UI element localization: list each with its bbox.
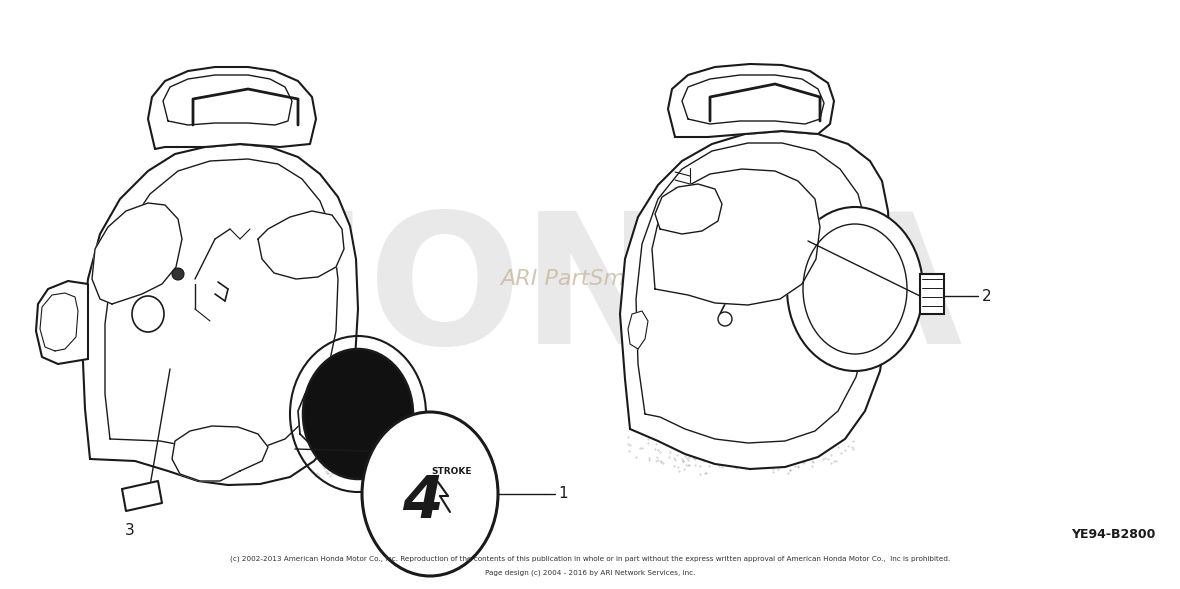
Text: 1: 1 xyxy=(558,487,568,501)
Polygon shape xyxy=(92,203,182,304)
Polygon shape xyxy=(37,281,88,364)
Text: YE94-B2800: YE94-B2800 xyxy=(1070,528,1155,541)
Polygon shape xyxy=(653,169,820,305)
Ellipse shape xyxy=(787,207,923,371)
Ellipse shape xyxy=(132,296,164,332)
Polygon shape xyxy=(299,376,388,451)
Text: 2: 2 xyxy=(982,289,991,303)
Polygon shape xyxy=(40,293,78,351)
Polygon shape xyxy=(668,64,834,137)
Ellipse shape xyxy=(362,412,498,576)
Text: Page design (c) 2004 - 2016 by ARI Network Services, Inc.: Page design (c) 2004 - 2016 by ARI Netwo… xyxy=(485,570,695,576)
Polygon shape xyxy=(148,67,316,149)
Text: 4: 4 xyxy=(401,474,442,531)
Polygon shape xyxy=(636,143,872,443)
Polygon shape xyxy=(163,75,291,125)
Text: (c) 2002-2013 American Honda Motor Co., Inc. Reproduction of the contents of thi: (c) 2002-2013 American Honda Motor Co., … xyxy=(230,556,950,562)
Text: 3: 3 xyxy=(125,523,135,538)
Polygon shape xyxy=(628,311,648,349)
Polygon shape xyxy=(172,426,268,481)
Ellipse shape xyxy=(172,268,184,280)
Text: STROKE: STROKE xyxy=(432,468,472,477)
Ellipse shape xyxy=(303,349,413,479)
Bar xyxy=(920,274,944,314)
Polygon shape xyxy=(122,481,162,511)
Polygon shape xyxy=(258,211,345,279)
Polygon shape xyxy=(655,184,722,234)
Polygon shape xyxy=(81,144,358,485)
Polygon shape xyxy=(682,75,824,124)
Polygon shape xyxy=(620,131,890,469)
Text: ARI PartSmart™: ARI PartSmart™ xyxy=(500,269,680,289)
Ellipse shape xyxy=(717,312,732,326)
Text: HONDA: HONDA xyxy=(217,206,963,382)
Polygon shape xyxy=(105,159,337,451)
